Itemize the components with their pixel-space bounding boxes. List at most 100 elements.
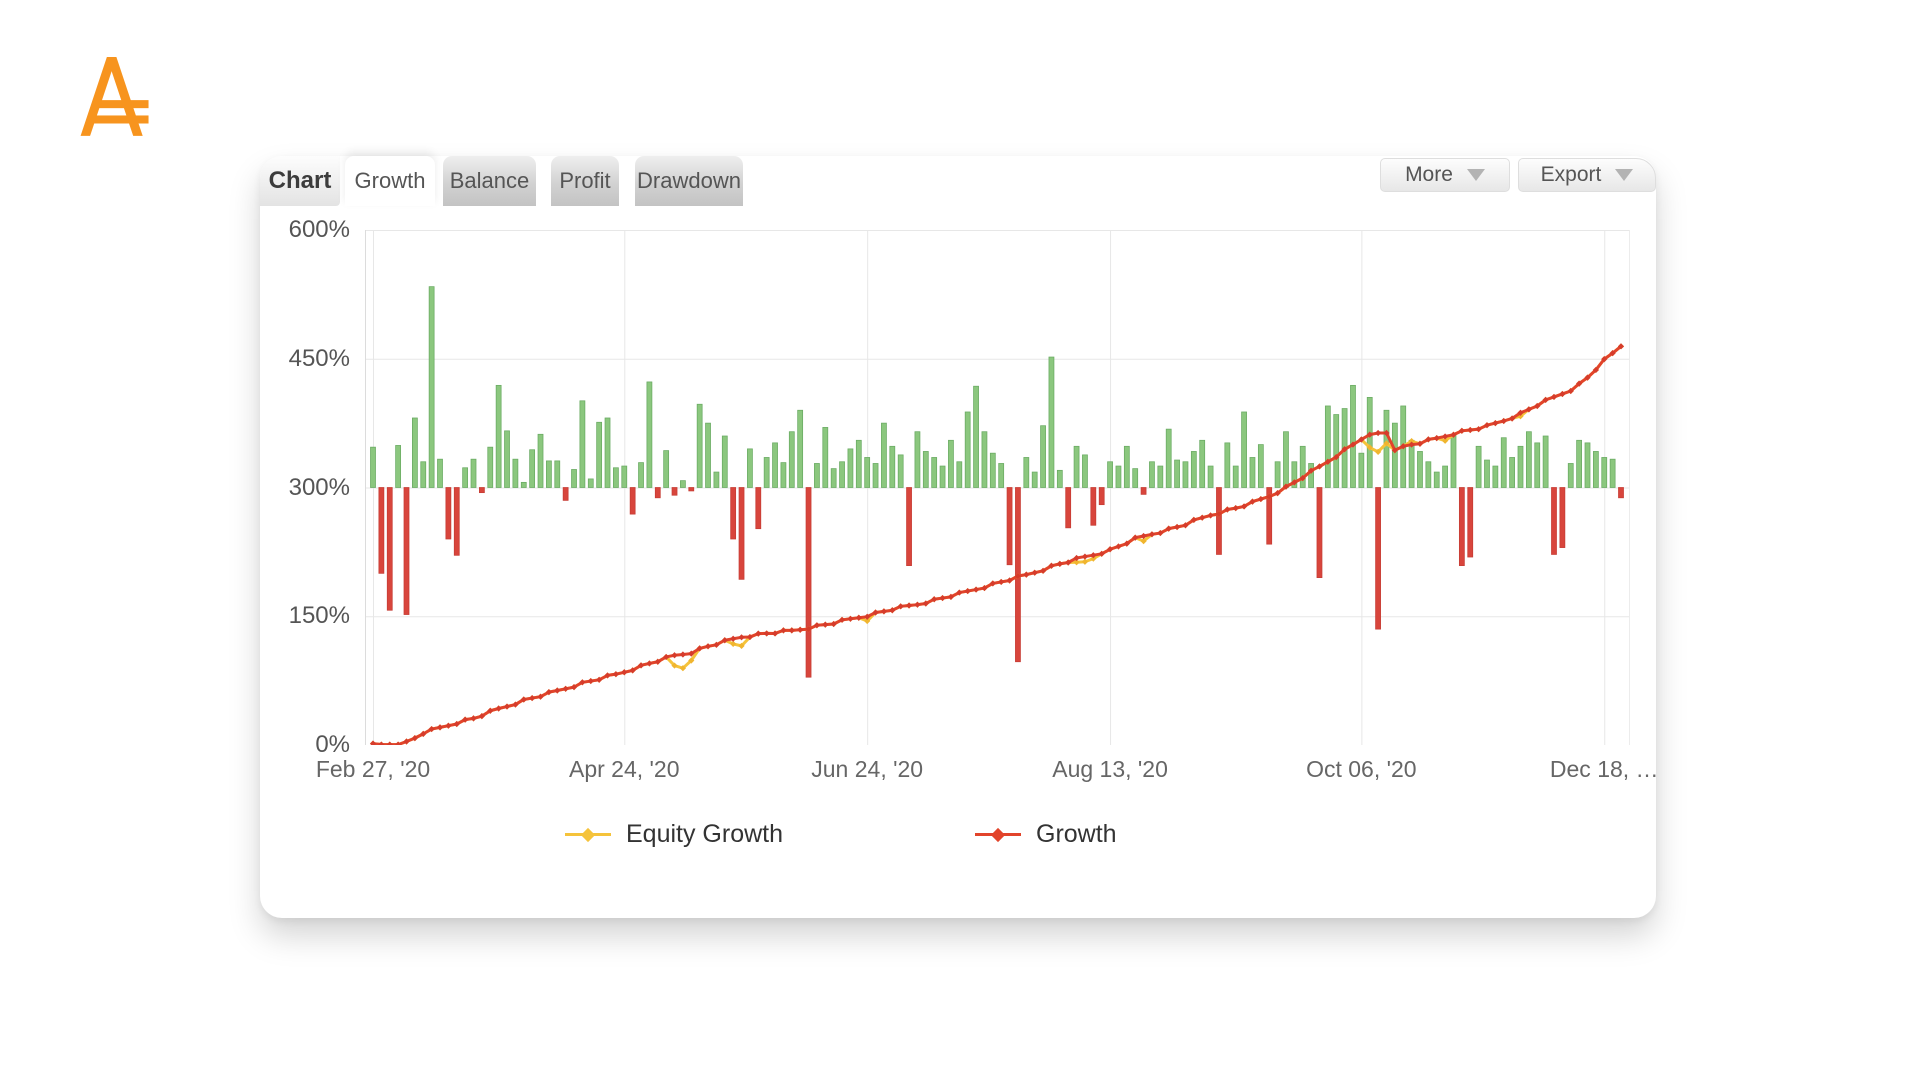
growth-line-marker (436, 724, 444, 731)
profit-bar (872, 463, 879, 488)
loss-bar (1618, 487, 1624, 499)
growth-line-marker (805, 626, 812, 633)
profit-bar (897, 454, 904, 488)
growth-line-marker (914, 601, 921, 608)
growth-line-marker (880, 608, 888, 615)
legend-item-growth[interactable]: Growth (975, 820, 1117, 849)
growth-line-marker (1408, 441, 1415, 448)
growth-line-marker (654, 658, 661, 665)
profit-bar (1115, 465, 1122, 488)
profit-bar (462, 467, 469, 488)
growth-line-marker (646, 660, 653, 667)
export-button[interactable]: Export (1518, 158, 1656, 192)
growth-line-marker (1240, 503, 1248, 510)
growth-line-marker (1282, 483, 1290, 490)
growth-line-marker (1098, 550, 1105, 557)
profit-bar (1442, 465, 1448, 488)
profit-bar (621, 465, 628, 488)
growth-line-marker (1299, 475, 1306, 482)
growth-line-marker (763, 630, 770, 637)
profit-bar (1123, 445, 1130, 488)
tab-balance[interactable]: Balance (443, 156, 536, 206)
equity-growth-line-path (372, 345, 1622, 747)
growth-line-marker (956, 589, 963, 596)
more-button[interactable]: More (1380, 158, 1510, 192)
growth-line-marker (570, 684, 578, 691)
profit-bar (981, 431, 988, 488)
profit-bar (1182, 461, 1189, 488)
growth-line-marker (1190, 516, 1197, 524)
growth-line-marker (1081, 553, 1089, 560)
growth-line-marker (822, 621, 829, 628)
growth-line-marker (1215, 510, 1223, 518)
legend-marker-icon (975, 827, 1021, 842)
growth-line-marker (1048, 562, 1055, 569)
loss-bar (1375, 487, 1381, 630)
growth-line-marker (1559, 390, 1566, 398)
equity-growth-line (369, 343, 1625, 748)
growth-line-marker (922, 600, 929, 607)
growth-line-marker (1065, 559, 1072, 566)
x-axis: Feb 27, '20 Apr 24, '20 Jun 24, '20 Aug 13,… (260, 756, 1659, 790)
growth-line-marker (1316, 463, 1323, 470)
tab-profit[interactable]: Profit (551, 156, 619, 206)
growth-line-marker (771, 630, 779, 637)
profit-bar (554, 460, 561, 488)
profit-bar (587, 478, 594, 488)
profit-bar (1023, 457, 1030, 488)
growth-line-marker (554, 687, 561, 694)
growth-line-marker (1442, 433, 1449, 440)
growth-line-marker (838, 616, 846, 623)
chart-panel: Chart Growth Balance Profit Drawdown Mor… (260, 156, 1659, 918)
growth-line-marker (1601, 356, 1608, 363)
growth-line-marker (1483, 422, 1491, 429)
chevron-down-icon (1615, 169, 1634, 181)
growth-line-marker (1416, 440, 1424, 447)
growth-line-marker (1307, 467, 1315, 474)
profit-bar (814, 463, 820, 488)
x-axis-label: Apr 24, '20 (569, 756, 680, 782)
profit-bar (370, 446, 376, 488)
growth-line-marker (1341, 446, 1348, 453)
profit-bar (1324, 405, 1331, 488)
profit-bar (512, 458, 519, 488)
growth-line-marker (537, 693, 544, 700)
profit-bar (1082, 454, 1088, 488)
profit-bar (889, 445, 896, 488)
profit-bar (1165, 428, 1172, 488)
growth-line-marker (1207, 512, 1214, 519)
loss-bar (479, 487, 485, 494)
growth-line-marker (813, 622, 821, 629)
profit-bar (989, 452, 996, 488)
loss-bar (1006, 487, 1013, 566)
tab-drawdown[interactable]: Drawdown (635, 156, 743, 206)
profit-bars (370, 286, 1624, 678)
a-logo-icon (80, 57, 149, 136)
tab-growth[interactable]: Growth (345, 156, 435, 206)
growth-line-marker (495, 705, 502, 712)
profit-bar (1207, 465, 1214, 488)
profit-bar (504, 430, 510, 488)
growth-line-marker (1366, 431, 1373, 438)
y-axis-label: 300% (288, 473, 350, 501)
loss-bar (1551, 487, 1557, 555)
growth-line-marker (1182, 522, 1189, 529)
profit-bar (1391, 422, 1398, 488)
chevron-down-icon (1466, 169, 1485, 181)
profit-bar (1107, 461, 1113, 488)
y-axis-label: 600% (288, 216, 350, 243)
equity-growth-line-marker (738, 642, 745, 649)
brand-logo[interactable] (74, 50, 150, 140)
profit-bar (1584, 442, 1591, 488)
growth-line-marker (1617, 343, 1625, 350)
profit-bar (1308, 463, 1314, 488)
growth-line-marker (721, 637, 728, 644)
growth-line-marker (1224, 506, 1231, 513)
legend-item-equity-growth[interactable]: Equity Growth (565, 820, 783, 849)
profit-bar (973, 385, 979, 488)
profit-bar (822, 427, 829, 488)
growth-line-marker (1073, 554, 1080, 562)
growth-line-marker (730, 635, 737, 642)
profit-bar (1567, 463, 1574, 488)
equity-growth-line-marker (688, 657, 695, 664)
